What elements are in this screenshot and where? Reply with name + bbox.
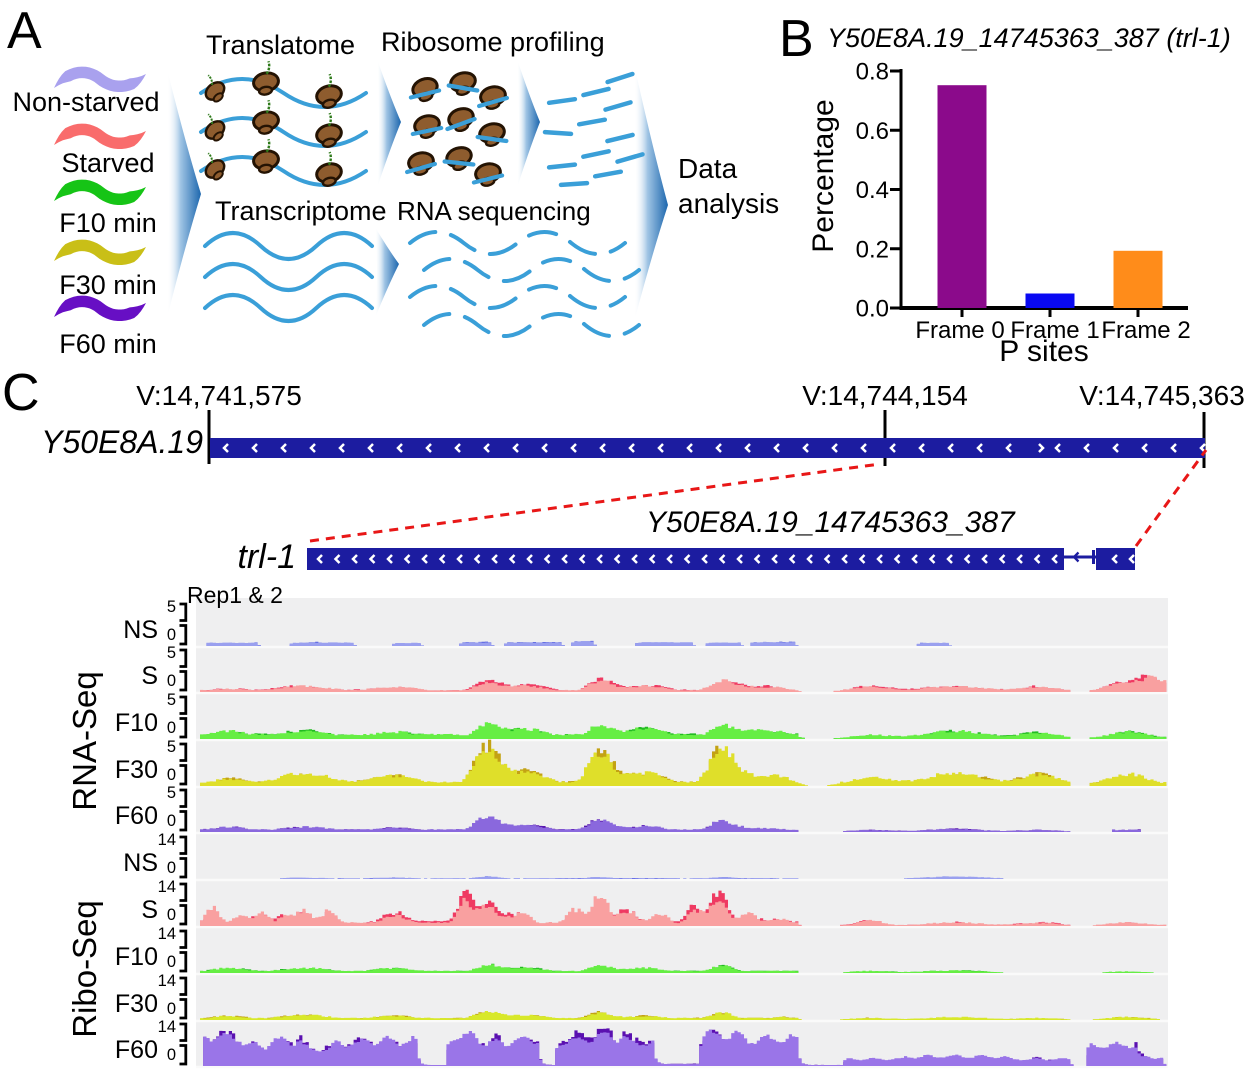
svg-text:Translatome: Translatome	[206, 30, 355, 60]
svg-text:S: S	[141, 896, 158, 924]
svg-text:0: 0	[167, 1000, 176, 1018]
svg-text:5: 5	[167, 738, 176, 756]
svg-text:0: 0	[167, 672, 176, 690]
svg-text:0.8: 0.8	[856, 59, 889, 86]
svg-text:V:14,741,575: V:14,741,575	[136, 380, 302, 411]
svg-text:analysis: analysis	[678, 188, 779, 219]
svg-text:0: 0	[167, 859, 176, 877]
svg-text:14: 14	[158, 925, 176, 943]
svg-text:5: 5	[167, 644, 176, 662]
svg-text:F10: F10	[115, 709, 158, 737]
svg-text:14: 14	[158, 972, 176, 990]
svg-text:P sites: P sites	[999, 335, 1089, 368]
svg-text:Rep1 & 2: Rep1 & 2	[187, 582, 283, 608]
svg-text:RNA-Seq: RNA-Seq	[66, 671, 103, 810]
svg-text:0: 0	[167, 953, 176, 971]
svg-text:Ribosome profiling: Ribosome profiling	[381, 27, 605, 57]
svg-text:NS: NS	[123, 849, 158, 877]
svg-text:F60 min: F60 min	[59, 329, 157, 359]
svg-text:V:14,745,363: V:14,745,363	[1079, 380, 1245, 411]
svg-text:0: 0	[167, 719, 176, 737]
svg-text:F30: F30	[115, 756, 158, 784]
svg-text:0: 0	[167, 1046, 176, 1064]
svg-text:Transcriptome: Transcriptome	[215, 196, 387, 226]
svg-text:0.2: 0.2	[856, 236, 889, 263]
svg-text:C: C	[2, 364, 40, 422]
svg-text:0: 0	[167, 766, 176, 784]
svg-text:S: S	[141, 662, 158, 690]
svg-text:0.6: 0.6	[856, 118, 889, 145]
svg-text:F60: F60	[115, 1036, 158, 1064]
svg-text:Starved: Starved	[61, 148, 154, 178]
svg-text:F30 min: F30 min	[59, 270, 157, 300]
svg-text:0.4: 0.4	[856, 177, 889, 204]
svg-text:Percentage: Percentage	[807, 99, 840, 252]
svg-text:0: 0	[167, 626, 176, 644]
svg-text:0: 0	[167, 906, 176, 924]
svg-text:F60: F60	[115, 802, 158, 830]
svg-text:F30: F30	[115, 990, 158, 1018]
svg-text:14: 14	[158, 878, 176, 896]
svg-text:Frame 2: Frame 2	[1101, 317, 1190, 344]
svg-text:14: 14	[158, 1018, 176, 1036]
svg-text:A: A	[7, 2, 42, 60]
svg-text:V:14,744,154: V:14,744,154	[802, 380, 968, 411]
svg-text:Frame 0: Frame 0	[915, 317, 1004, 344]
svg-text:NS: NS	[123, 616, 158, 644]
svg-text:5: 5	[167, 598, 176, 616]
svg-text:Non-starved: Non-starved	[12, 87, 159, 117]
svg-text:Y50E8A.19_14745363_387 (trl-1): Y50E8A.19_14745363_387 (trl-1)	[827, 23, 1231, 53]
svg-text:0: 0	[167, 812, 176, 830]
svg-text:14: 14	[158, 831, 176, 849]
svg-text:trl-1: trl-1	[237, 538, 296, 576]
svg-text:B: B	[779, 10, 814, 68]
svg-text:5: 5	[167, 691, 176, 709]
svg-text:Y50E8A.19_14745363_387: Y50E8A.19_14745363_387	[646, 506, 1016, 539]
svg-text:Ribo-Seq: Ribo-Seq	[66, 900, 103, 1038]
svg-text:F10: F10	[115, 943, 158, 971]
svg-text:Data: Data	[678, 153, 738, 184]
svg-text:Y50E8A.19: Y50E8A.19	[41, 424, 203, 460]
svg-text:F10 min: F10 min	[59, 208, 157, 238]
svg-text:5: 5	[167, 784, 176, 802]
svg-text:Frame 1: Frame 1	[1010, 317, 1099, 344]
svg-text:RNA sequencing: RNA sequencing	[397, 196, 591, 226]
svg-text:0.0: 0.0	[856, 296, 889, 323]
